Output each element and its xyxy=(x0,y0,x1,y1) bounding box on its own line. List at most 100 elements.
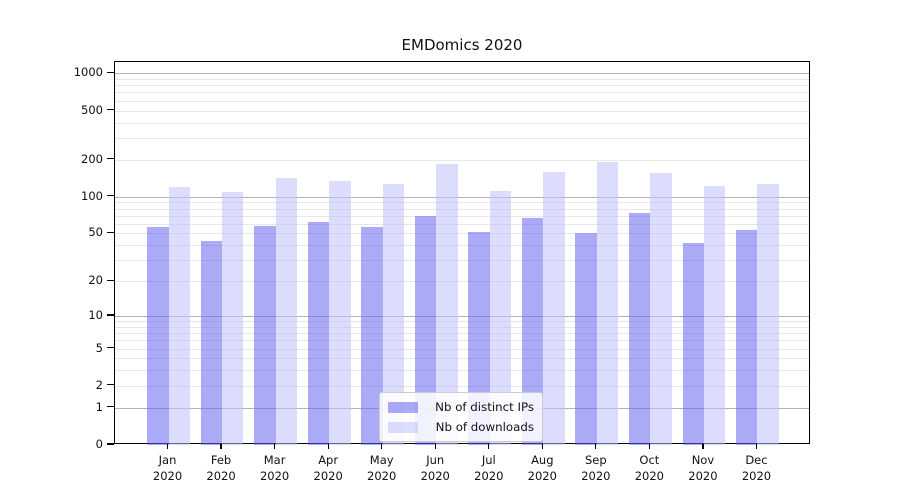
y-tick-mark-0 xyxy=(107,443,114,445)
bar-downloads-jun xyxy=(436,163,458,445)
bar-downloads-mar xyxy=(275,178,297,445)
gridline-7 xyxy=(115,333,809,335)
x-tick-label-dec: Dec 2020 xyxy=(741,453,772,483)
x-tick-mark-apr xyxy=(327,444,329,449)
y-tick-label-50: 50 xyxy=(88,225,103,240)
x-tick-mark-aug xyxy=(541,444,543,449)
gridline-30 xyxy=(115,260,809,262)
x-tick-label-jun: Jun 2020 xyxy=(420,453,450,483)
x-tick-mark-may xyxy=(381,444,383,449)
gridline-500 xyxy=(115,110,809,112)
bar-downloads-jan xyxy=(168,186,190,445)
gridline-80 xyxy=(115,208,809,210)
bar-distinct-ips-dec xyxy=(736,230,758,445)
gridline-9 xyxy=(115,321,809,323)
gridline-6 xyxy=(115,340,809,342)
gridline-800 xyxy=(115,85,809,87)
y-tick-label-5: 5 xyxy=(95,340,103,355)
x-tick-label-aug: Aug 2020 xyxy=(527,453,557,483)
legend-swatch-distinct-ips-icon xyxy=(388,401,418,413)
x-tick-label-feb: Feb 2020 xyxy=(206,453,236,483)
bar-distinct-ips-aug xyxy=(521,217,544,445)
bar-downloads-jul xyxy=(489,191,512,445)
gridline-900 xyxy=(115,78,809,80)
x-tick-mark-mar xyxy=(274,444,276,449)
y-tick-mark-2 xyxy=(107,384,114,386)
gridline-50 xyxy=(115,233,809,235)
bar-distinct-ips-apr xyxy=(307,222,330,445)
gridline-90 xyxy=(115,202,809,204)
legend-label-downloads: Nb of downloads xyxy=(435,420,534,434)
bar-downloads-nov xyxy=(703,185,726,445)
gridline-1000 xyxy=(115,73,809,75)
y-tick-mark-1 xyxy=(107,406,114,408)
gridline-4 xyxy=(115,358,809,360)
x-tick-label-jul: Jul 2020 xyxy=(474,453,504,483)
x-tick-label-nov: Nov 2020 xyxy=(688,453,718,483)
bar-downloads-sep xyxy=(596,161,619,445)
y-tick-mark-200 xyxy=(107,158,114,160)
bar-distinct-ips-oct xyxy=(628,212,651,445)
y-tick-label-1: 1 xyxy=(95,399,103,414)
x-tick-mark-jul xyxy=(488,444,490,449)
x-tick-mark-dec xyxy=(755,444,758,449)
bar-downloads-feb xyxy=(222,191,244,445)
gridline-300 xyxy=(115,137,809,139)
gridline-2 xyxy=(115,385,809,387)
legend-swatch-downloads-icon xyxy=(388,421,418,433)
gridline-70 xyxy=(115,215,809,217)
bar-distinct-ips-feb xyxy=(200,241,223,445)
bar-distinct-ips-jul xyxy=(468,232,490,445)
bar-distinct-ips-jan xyxy=(147,226,169,445)
bar-downloads-apr xyxy=(329,181,351,445)
y-tick-label-20: 20 xyxy=(88,273,103,288)
x-tick-mark-oct xyxy=(648,444,650,449)
gridline-200 xyxy=(115,159,809,161)
bar-downloads-may xyxy=(382,183,405,445)
x-tick-mark-nov xyxy=(702,444,704,449)
gridline-400 xyxy=(115,122,809,124)
x-tick-label-sep: Sep 2020 xyxy=(581,453,611,483)
gridline-3 xyxy=(115,370,809,372)
gridline-8 xyxy=(115,326,809,328)
y-tick-label-500: 500 xyxy=(81,102,103,117)
y-tick-mark-5 xyxy=(107,347,114,349)
gridline-600 xyxy=(115,100,809,102)
gridline-20 xyxy=(115,281,809,283)
legend-item-distinct-ips: Nb of distinct IPs xyxy=(388,397,534,417)
y-tick-mark-100 xyxy=(107,195,114,197)
bar-downloads-oct xyxy=(650,173,672,445)
bar-distinct-ips-sep xyxy=(575,233,597,445)
y-tick-mark-500 xyxy=(107,108,114,111)
bar-distinct-ips-may xyxy=(361,227,383,445)
bar-distinct-ips-jun xyxy=(414,215,437,445)
plot-area xyxy=(114,61,810,445)
bar-downloads-dec xyxy=(757,184,779,445)
legend: Nb of distinct IPs Nb of downloads xyxy=(379,392,543,442)
y-tick-mark-50 xyxy=(107,231,114,234)
y-tick-label-10: 10 xyxy=(88,307,103,322)
gridline-700 xyxy=(115,92,809,94)
x-tick-mark-jan xyxy=(166,444,169,449)
y-tick-mark-10 xyxy=(107,314,114,316)
x-tick-mark-feb xyxy=(220,444,222,449)
x-tick-label-apr: Apr 2020 xyxy=(313,453,343,483)
x-tick-label-jan: Jan 2020 xyxy=(152,453,183,483)
x-tick-label-oct: Oct 2020 xyxy=(634,453,665,483)
x-tick-mark-jun xyxy=(434,444,436,449)
y-tick-mark-1000 xyxy=(107,71,114,73)
y-tick-label-200: 200 xyxy=(81,151,103,166)
x-tick-label-may: May 2020 xyxy=(367,453,397,483)
gridline-100 xyxy=(115,196,809,198)
x-tick-mark-sep xyxy=(595,444,597,449)
y-tick-label-100: 100 xyxy=(81,188,103,203)
y-tick-label-0: 0 xyxy=(95,437,103,451)
bar-distinct-ips-mar xyxy=(254,225,276,445)
x-tick-label-mar: Mar 2020 xyxy=(259,453,290,483)
legend-label-distinct-ips: Nb of distinct IPs xyxy=(435,400,534,414)
legend-item-downloads: Nb of downloads xyxy=(388,417,534,437)
y-tick-label-1000: 1000 xyxy=(73,65,103,80)
gridline-60 xyxy=(115,223,809,225)
gridline-40 xyxy=(115,245,809,247)
